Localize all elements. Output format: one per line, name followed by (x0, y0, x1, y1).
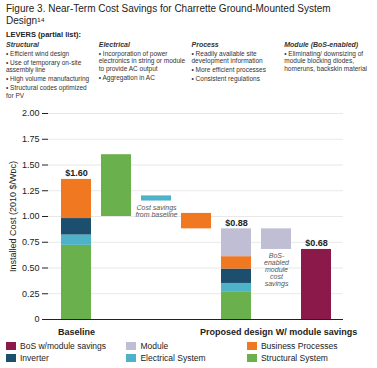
svg-text:1.50: 1.50 (22, 160, 40, 170)
svg-text:0.50: 0.50 (22, 263, 40, 273)
svg-text:$0.88: $0.88 (225, 218, 248, 228)
html-text:Process: Process (191, 41, 219, 48)
html-text:• Readily available site devel: • Readily available site development inf… (191, 50, 263, 65)
svg-text:BoS-enabledmodulecostsavings: BoS-enabledmodulecostsavings (264, 252, 290, 288)
svg-text:Baseline: Baseline (58, 327, 95, 337)
svg-text:1.25: 1.25 (22, 185, 40, 195)
html-text:Figure 3. Near-Term Cost Savin: Figure 3. Near-Term Cost Savings for Cha… (6, 3, 331, 26)
html-text:• Use of temporary on-site ass: • Use of temporary on-site assembly line (6, 59, 82, 74)
html-text:Inverter: Inverter (20, 352, 49, 363)
html-text:• More efficient processes: • More efficient processes (191, 66, 266, 74)
svg-text:Cost savingsfrom baseline: Cost savingsfrom baseline (135, 204, 177, 218)
html-text:• Efficient wind design: • Efficient wind design (6, 50, 70, 57)
html-text:• Aggregation in AC: • Aggregation in AC (98, 73, 155, 81)
svg-text:$0.68: $0.68 (305, 238, 328, 248)
html-text:LEVERS (partial list):: LEVERS (partial list): (6, 30, 81, 39)
svg-text:0: 0 (34, 314, 39, 324)
html-text:• High volume manufacturing: • High volume manufacturing (6, 75, 90, 83)
svg-text:2.00: 2.00 (22, 108, 40, 118)
svg-text:0.75: 0.75 (22, 237, 40, 247)
svg-text:1.75: 1.75 (22, 134, 40, 144)
html-text:• Structural codes optimized f: • Structural codes optimized for PV (6, 84, 87, 99)
html-text:Business Processes: Business Processes (260, 340, 338, 351)
html-text:Module (BoS-enabled): Module (BoS-enabled) (284, 41, 359, 48)
html-text:Structural System: Structural System (260, 352, 328, 363)
html-text:Structural: Structural (6, 41, 40, 48)
html-text:Module: Module (140, 340, 169, 351)
svg-text:$1.60: $1.60 (65, 168, 88, 178)
svg-text:W/ module savings: W/ module savings (276, 327, 358, 337)
svg-text:1.00: 1.00 (22, 211, 40, 221)
html-text:• Consistent regulations: • Consistent regulations (191, 75, 260, 83)
html-text:• Incorporation of power elect: • Incorporation of power electronics in … (98, 50, 186, 72)
html-text:BoS w/module savings: BoS w/module savings (20, 340, 106, 351)
html-text:Electrical System: Electrical System (140, 352, 206, 363)
html-text:Electrical: Electrical (98, 41, 130, 48)
svg-text:0.25: 0.25 (22, 288, 40, 298)
svg-text:Proposed design: Proposed design (200, 327, 273, 337)
html-text:• Eliminating/ downsizing of m: • Eliminating/ downsizing of module bloc… (284, 50, 367, 72)
svg-text:Installed Cost (2010 $/Wᴅᴄ): Installed Cost (2010 $/Wᴅᴄ) (8, 161, 18, 272)
